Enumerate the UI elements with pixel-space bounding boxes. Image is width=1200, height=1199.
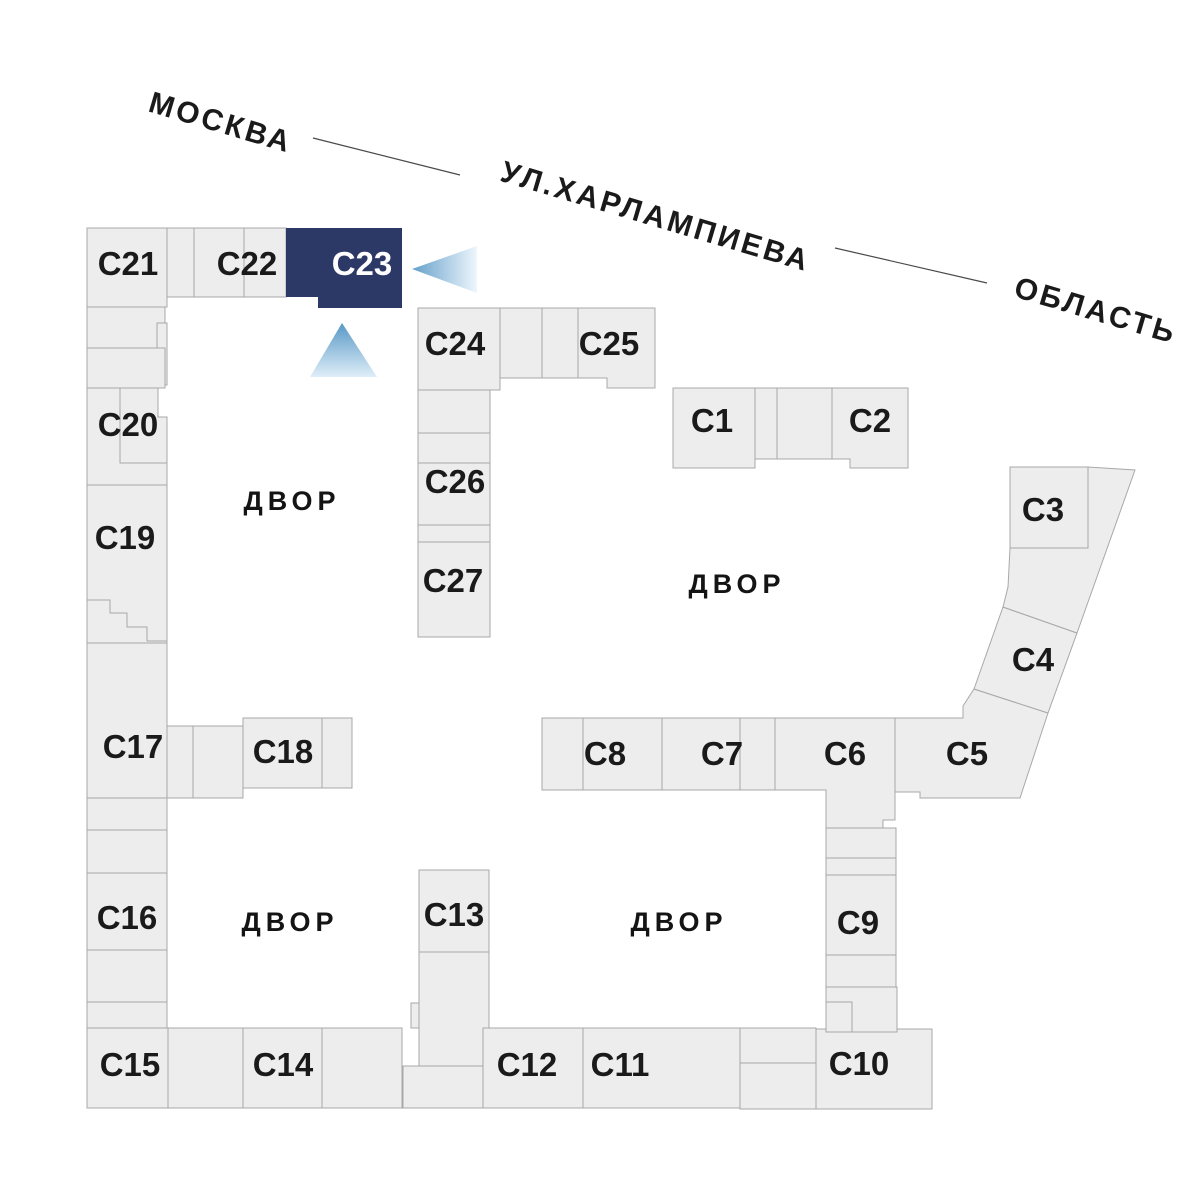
building-c5-shape[interactable] — [894, 688, 1049, 799]
building-c2-shape[interactable] — [831, 387, 909, 469]
street-line-left — [312, 137, 461, 176]
building-section — [541, 717, 584, 791]
building-c21-label: С21 — [98, 245, 159, 282]
building-c10-label: С10 — [829, 1045, 890, 1082]
building-section — [192, 725, 244, 799]
building-c16-label: С16 — [97, 899, 158, 936]
selected-pointer-left-icon — [412, 246, 477, 293]
building-section — [86, 306, 166, 349]
building-section — [321, 1027, 403, 1109]
building-c19-label: С19 — [95, 519, 156, 556]
building-c4-label: С4 — [1012, 641, 1055, 678]
building-section — [418, 951, 490, 1067]
building-c17-label: С17 — [103, 728, 164, 765]
building-c24-shape[interactable] — [417, 307, 501, 391]
building-section — [86, 797, 168, 831]
building-c17-shape[interactable] — [86, 642, 168, 799]
selected-pointer-up-icon — [310, 323, 377, 377]
building-section — [86, 347, 166, 389]
building-section — [754, 387, 778, 460]
building-c21-shape[interactable] — [86, 227, 168, 308]
building-c26-shape[interactable] — [417, 462, 491, 526]
building-section — [499, 307, 543, 379]
building-c22-shape2[interactable] — [243, 227, 287, 298]
building-section — [167, 1027, 244, 1109]
street-label-moscow: МОСКВА — [145, 86, 296, 160]
building-c8-shape[interactable] — [582, 717, 663, 791]
building-section — [825, 1001, 853, 1033]
building-c9-shape[interactable] — [825, 874, 897, 956]
building-c9-label: С9 — [837, 904, 879, 941]
street-line-right — [834, 247, 988, 284]
building-section — [417, 432, 491, 464]
building-c16-shape[interactable] — [86, 872, 168, 951]
building-section — [825, 827, 897, 859]
building-c20-divider — [119, 388, 167, 464]
building-section — [86, 1001, 168, 1029]
building-c18-shape[interactable] — [242, 717, 323, 789]
building-c1-shape[interactable] — [672, 387, 756, 469]
building-c3-shape[interactable] — [1009, 466, 1089, 549]
building-c24-label: С24 — [425, 325, 486, 362]
building-c12-label: С12 — [497, 1046, 558, 1083]
building-c7-label: С7 — [701, 735, 743, 772]
building-section — [166, 725, 194, 799]
courtyard-label-4: ДВОР — [630, 907, 727, 937]
building-c11-label: С11 — [591, 1046, 650, 1083]
building-c8-label: С8 — [584, 735, 626, 772]
building-section — [166, 227, 195, 298]
building-section — [86, 829, 168, 874]
building-section — [739, 1027, 817, 1064]
building-section — [402, 1065, 484, 1109]
building-c10-shape[interactable] — [815, 1028, 933, 1110]
building-c11-shape[interactable] — [582, 1027, 741, 1109]
building-c27-shape[interactable] — [417, 541, 491, 638]
building-section — [86, 949, 168, 1003]
street-label-oblast: ОБЛАСТЬ — [1011, 271, 1181, 350]
building-section — [825, 857, 897, 876]
building-section — [739, 717, 776, 791]
building-c27-label: С27 — [423, 562, 484, 599]
building-section — [825, 954, 897, 988]
building-c22-shape[interactable] — [193, 227, 245, 298]
building-c14-label: С14 — [253, 1046, 314, 1083]
building-c3-label: С3 — [1022, 491, 1064, 528]
building-c2-label: С2 — [849, 402, 891, 439]
building-c20-label: С20 — [98, 406, 159, 443]
building-c15-shape[interactable] — [86, 1027, 169, 1109]
building-c23-shape-selected[interactable] — [286, 228, 402, 308]
street-label-kharlampieva: УЛ.ХАРЛАМПИЕВА — [497, 155, 815, 278]
building-c15-label: С15 — [100, 1046, 161, 1083]
courtyard-label-1: ДВОР — [243, 486, 340, 516]
building-c12-shape[interactable] — [482, 1027, 584, 1109]
building-section — [739, 1062, 817, 1110]
building-c25-shape[interactable] — [577, 307, 656, 389]
building-c5-label: С5 — [946, 735, 988, 772]
building-section — [417, 389, 491, 434]
building-c13-shape[interactable] — [418, 869, 490, 953]
building-c6-label: С6 — [824, 735, 866, 772]
building-c7-shape[interactable] — [661, 717, 741, 791]
building-section — [410, 1002, 420, 1029]
courtyard-label-2: ДВОР — [688, 569, 785, 599]
building-c14-shape[interactable] — [242, 1027, 323, 1109]
building-c22-label: С22 — [217, 245, 278, 282]
building-section — [417, 524, 491, 543]
building-c26-label: С26 — [425, 463, 486, 500]
building-c13-label: С13 — [424, 896, 485, 933]
building-section — [321, 717, 353, 789]
building-c23-label: С23 — [332, 245, 393, 282]
building-section — [541, 307, 579, 379]
building-c18-label: С18 — [253, 733, 314, 770]
building-c1-label: С1 — [691, 402, 733, 439]
building-section — [776, 387, 833, 460]
courtyard-label-3: ДВОР — [241, 907, 338, 937]
building-c25-label: С25 — [579, 325, 640, 362]
